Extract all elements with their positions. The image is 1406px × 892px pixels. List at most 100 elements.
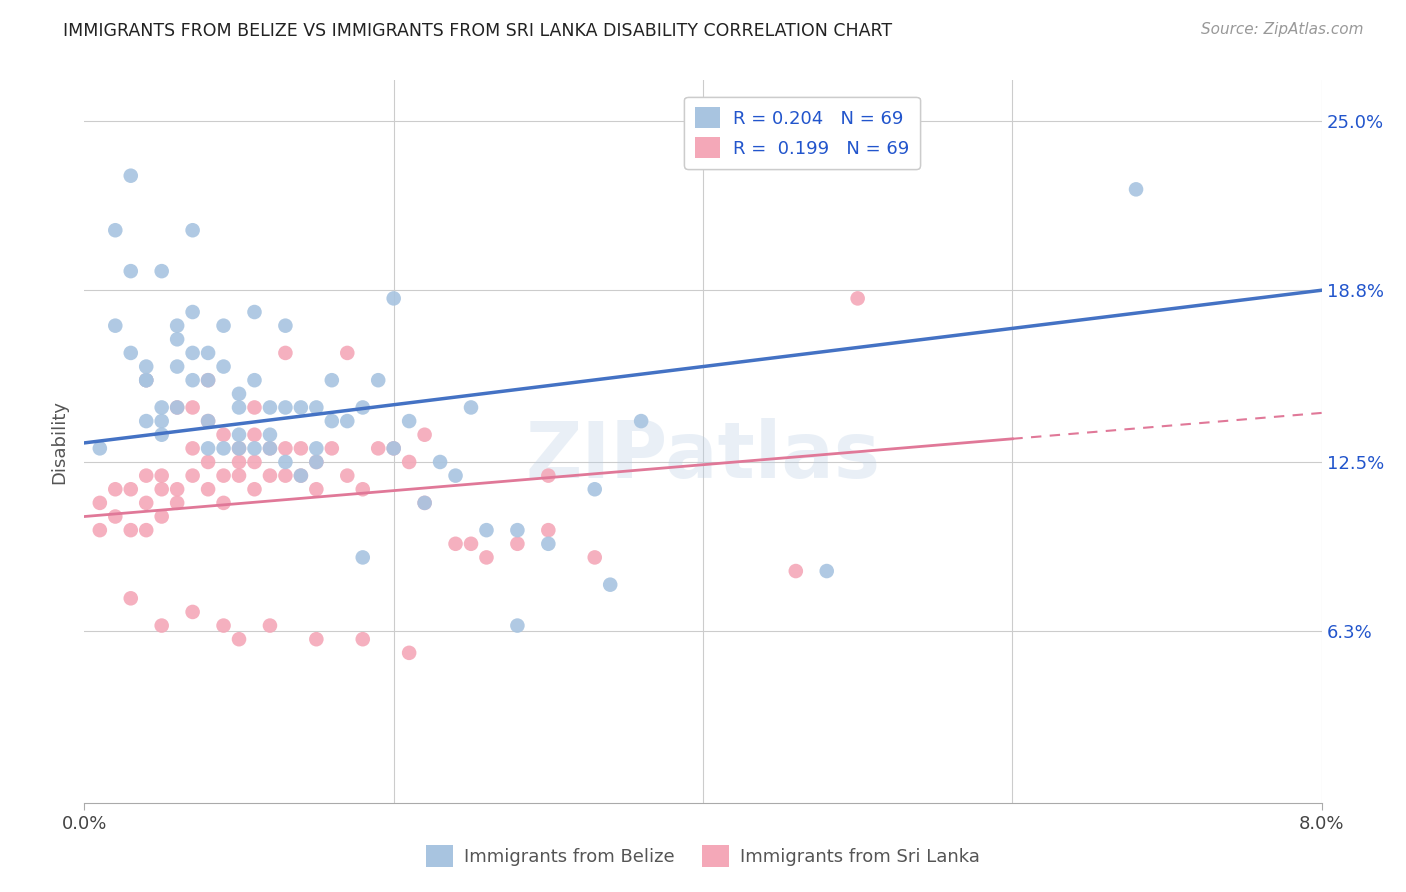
Point: [212, 496, 235, 510]
Point: [150, 414, 173, 428]
Point: [475, 523, 498, 537]
Point: [181, 373, 204, 387]
Legend: Immigrants from Belize, Immigrants from Sri Lanka: Immigrants from Belize, Immigrants from …: [419, 838, 987, 874]
Point: [135, 359, 157, 374]
Point: [259, 468, 281, 483]
Point: [228, 427, 250, 442]
Point: [321, 442, 343, 456]
Point: [212, 427, 235, 442]
Point: [274, 442, 297, 456]
Point: [352, 632, 374, 647]
Point: [336, 468, 359, 483]
Point: [181, 468, 204, 483]
Point: [104, 509, 127, 524]
Point: [537, 537, 560, 551]
Point: [181, 223, 204, 237]
Point: [212, 468, 235, 483]
Point: [274, 318, 297, 333]
Point: [243, 401, 266, 415]
Point: [166, 401, 188, 415]
Point: [228, 442, 250, 456]
Text: IMMIGRANTS FROM BELIZE VS IMMIGRANTS FROM SRI LANKA DISABILITY CORRELATION CHART: IMMIGRANTS FROM BELIZE VS IMMIGRANTS FRO…: [63, 22, 893, 40]
Point: [367, 442, 389, 456]
Point: [460, 401, 482, 415]
Point: [506, 618, 529, 632]
Point: [228, 401, 250, 415]
Point: [382, 442, 405, 456]
Point: [228, 387, 250, 401]
Point: [166, 482, 188, 496]
Point: [150, 482, 173, 496]
Point: [228, 468, 250, 483]
Point: [537, 523, 560, 537]
Legend: R = 0.204   N = 69, R =  0.199   N = 69: R = 0.204 N = 69, R = 0.199 N = 69: [685, 96, 920, 169]
Point: [120, 346, 142, 360]
Point: [243, 455, 266, 469]
Point: [352, 401, 374, 415]
Point: [243, 305, 266, 319]
Point: [228, 442, 250, 456]
Point: [150, 468, 173, 483]
Point: [583, 550, 606, 565]
Point: [259, 442, 281, 456]
Point: [367, 373, 389, 387]
Point: [135, 414, 157, 428]
Point: [352, 550, 374, 565]
Point: [120, 482, 142, 496]
Point: [120, 591, 142, 606]
Point: [274, 455, 297, 469]
Point: [305, 455, 328, 469]
Point: [181, 346, 204, 360]
Point: [104, 482, 127, 496]
Point: [212, 442, 235, 456]
Point: [120, 169, 142, 183]
Point: [815, 564, 838, 578]
Point: [336, 346, 359, 360]
Point: [382, 442, 405, 456]
Point: [583, 482, 606, 496]
Point: [398, 455, 420, 469]
Point: [460, 537, 482, 551]
Point: [135, 373, 157, 387]
Point: [135, 468, 157, 483]
Point: [321, 414, 343, 428]
Point: [197, 373, 219, 387]
Point: [398, 414, 420, 428]
Point: [197, 455, 219, 469]
Point: [135, 373, 157, 387]
Point: [599, 577, 621, 591]
Point: [120, 264, 142, 278]
Point: [150, 618, 173, 632]
Point: [630, 414, 652, 428]
Point: [120, 523, 142, 537]
Point: [413, 427, 436, 442]
Point: [135, 523, 157, 537]
Point: [212, 359, 235, 374]
Point: [166, 318, 188, 333]
Text: Source: ZipAtlas.com: Source: ZipAtlas.com: [1201, 22, 1364, 37]
Point: [243, 442, 266, 456]
Point: [382, 292, 405, 306]
Point: [413, 496, 436, 510]
Point: [444, 468, 467, 483]
Point: [274, 468, 297, 483]
Point: [785, 564, 807, 578]
Point: [150, 509, 173, 524]
Point: [290, 468, 312, 483]
Point: [150, 427, 173, 442]
Point: [212, 318, 235, 333]
Point: [166, 359, 188, 374]
Point: [150, 264, 173, 278]
Point: [305, 401, 328, 415]
Point: [166, 496, 188, 510]
Point: [243, 427, 266, 442]
Point: [413, 496, 436, 510]
Point: [181, 401, 204, 415]
Point: [243, 373, 266, 387]
Point: [290, 468, 312, 483]
Point: [1125, 182, 1147, 196]
Point: [259, 442, 281, 456]
Point: [305, 455, 328, 469]
Point: [305, 632, 328, 647]
Point: [104, 318, 127, 333]
